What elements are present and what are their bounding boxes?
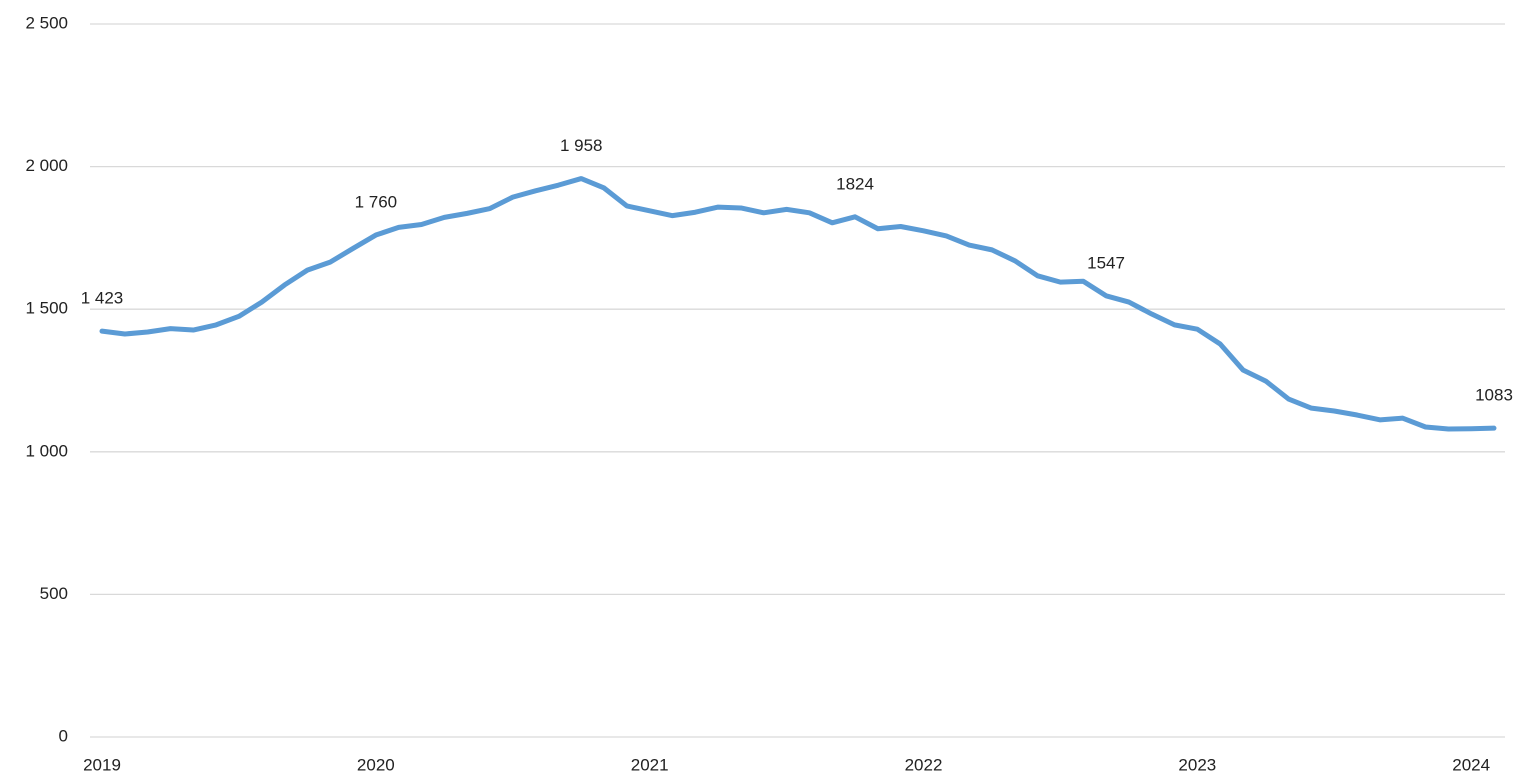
x-tick-label: 2019: [83, 755, 121, 774]
data-line: [99, 176, 1497, 432]
x-tick-label: 2022: [905, 755, 943, 774]
y-tick-label: 2 500: [25, 13, 68, 32]
x-tick-label: 2024: [1452, 755, 1490, 774]
data-label: 1824: [836, 174, 874, 193]
data-label: 1 423: [81, 289, 124, 308]
y-tick-label: 2 000: [25, 156, 68, 175]
y-tick-label: 1 500: [25, 299, 68, 318]
data-label: 1 958: [560, 136, 603, 155]
y-tick-label: 1 000: [25, 441, 68, 460]
data-label: 1547: [1087, 253, 1125, 272]
data-label: 1083: [1475, 386, 1513, 405]
data-label: 1 760: [355, 193, 398, 212]
y-tick-label: 500: [40, 584, 68, 603]
y-tick-label: 0: [59, 726, 68, 745]
x-tick-label: 2020: [357, 755, 395, 774]
x-tick-label: 2021: [631, 755, 669, 774]
x-tick-label: 2023: [1178, 755, 1216, 774]
